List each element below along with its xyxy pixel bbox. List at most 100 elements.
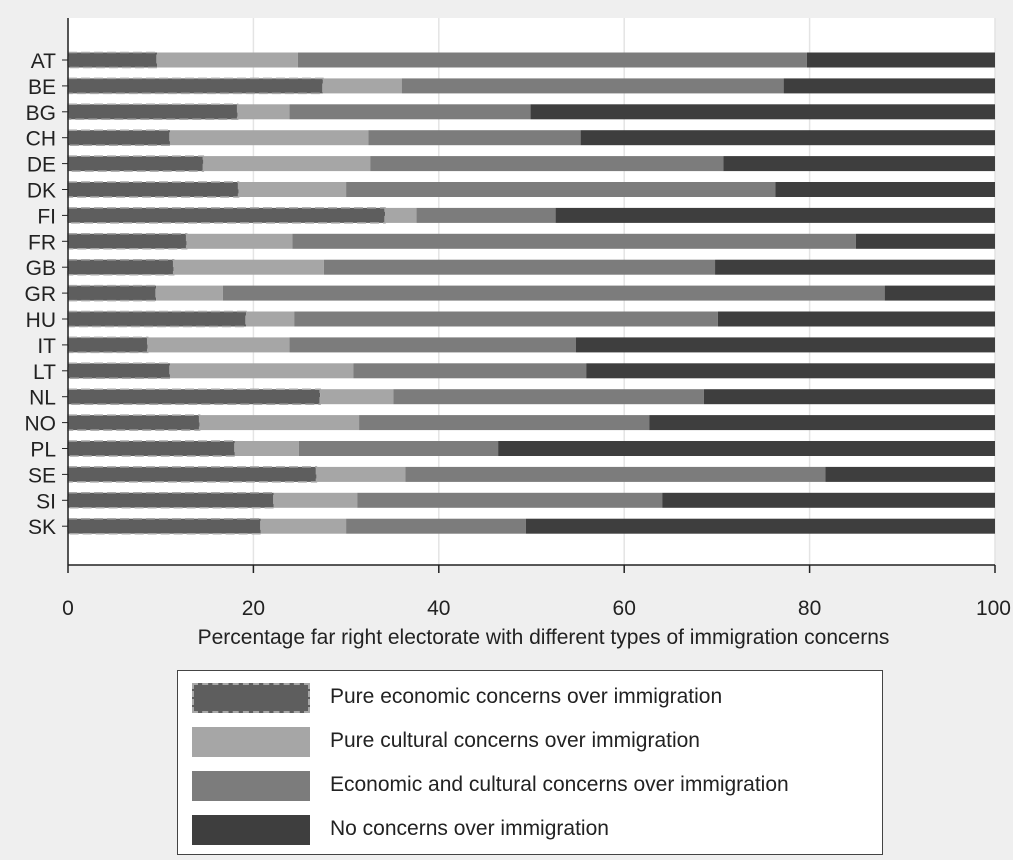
- bar-segment: [67, 77, 324, 95]
- bar-segment: [234, 441, 299, 456]
- bar-segment: [67, 258, 175, 276]
- bar-segment: [67, 129, 171, 146]
- y-tick-label: HU: [26, 309, 56, 332]
- bar-segment: [525, 518, 995, 534]
- bar-segment: [222, 285, 885, 301]
- bar-segment: [156, 52, 298, 68]
- legend-label: Pure economic concerns over immigration: [330, 685, 723, 708]
- bar-segment: [825, 466, 995, 482]
- bar-segment: [67, 466, 318, 483]
- bar-segment: [586, 363, 995, 379]
- bar-segment: [575, 337, 995, 353]
- y-tick-label: DK: [27, 180, 56, 203]
- bar-segment: [723, 156, 995, 172]
- bar-segment: [775, 182, 995, 197]
- legend-item-pure-cultural: Pure cultural concerns over immigration: [192, 727, 872, 757]
- bar-segment: [67, 207, 386, 224]
- x-tick-label: 40: [427, 597, 450, 620]
- bar-segment: [289, 104, 531, 120]
- y-tick-label: BG: [26, 102, 56, 125]
- x-axis-title: Percentage far right electorate with dif…: [198, 626, 890, 649]
- y-tick-label: SK: [28, 516, 56, 539]
- y-tick-label: GR: [25, 283, 57, 306]
- x-tick-label: 80: [798, 597, 821, 620]
- y-tick-label: NO: [25, 413, 57, 436]
- bar-segment: [67, 284, 157, 302]
- bar-segment: [67, 388, 321, 405]
- bar-segment: [649, 415, 995, 431]
- bar-segment: [498, 441, 995, 456]
- bar-segment: [67, 362, 171, 380]
- bar-segment: [806, 52, 995, 68]
- bar-segment: [884, 285, 995, 301]
- y-tick-label: DE: [27, 154, 56, 177]
- bar-segment: [260, 518, 347, 534]
- bar-segment: [530, 104, 995, 120]
- bar-segment: [416, 207, 556, 223]
- bar-segment: [703, 389, 995, 405]
- bar-segment: [156, 285, 223, 301]
- bar-segment: [67, 310, 247, 328]
- bar-segment: [67, 233, 188, 250]
- bar-segment: [173, 259, 324, 275]
- bar-segment: [359, 415, 650, 431]
- y-tick-label: AT: [31, 50, 56, 73]
- bar-segment: [294, 311, 718, 327]
- bar-segment: [238, 182, 347, 197]
- x-tick-label: 20: [242, 597, 265, 620]
- legend-label: No concerns over immigration: [330, 817, 609, 840]
- bar-segment: [169, 130, 369, 146]
- bar-segment: [67, 181, 240, 198]
- y-tick-label: IT: [37, 335, 56, 358]
- bar-segment: [67, 51, 158, 69]
- bar-segment: [292, 233, 856, 249]
- bar-segment: [186, 233, 293, 249]
- bar-segment: [783, 78, 995, 94]
- y-tick-label: SE: [28, 464, 56, 487]
- bar-segment: [237, 104, 290, 120]
- bar-segment: [67, 103, 239, 121]
- y-tick-label: LT: [33, 361, 56, 384]
- bar-segment: [289, 337, 576, 353]
- bar-segment: [346, 518, 526, 534]
- bar-segment: [245, 311, 295, 327]
- y-tick-label: NL: [29, 387, 56, 410]
- y-tick-label: GB: [26, 257, 56, 280]
- bar-segment: [320, 389, 394, 405]
- bar-segment: [298, 441, 499, 456]
- bar-segment: [353, 363, 587, 379]
- bar-segment: [346, 182, 776, 197]
- bar-segment: [67, 492, 275, 509]
- bar-segment: [322, 78, 402, 94]
- x-tick-label: 100: [976, 597, 1011, 620]
- bar-segment: [405, 466, 826, 482]
- bar-segment: [273, 492, 358, 508]
- bar-segment: [147, 337, 290, 353]
- x-tick-label: 60: [613, 597, 636, 620]
- y-tick-label: FR: [28, 231, 56, 254]
- y-tick-label: FI: [37, 205, 56, 228]
- bar-segment: [401, 78, 784, 94]
- bar-segment: [715, 259, 995, 275]
- legend-label: Economic and cultural concerns over immi…: [330, 773, 789, 796]
- legend-swatch-no-concerns: [192, 815, 310, 845]
- bar-segment: [717, 311, 995, 327]
- bar-segment: [580, 130, 995, 146]
- legend-label: Pure cultural concerns over immigration: [330, 729, 700, 752]
- bar-segment: [67, 155, 205, 172]
- bar-segment: [316, 466, 406, 482]
- y-tick-label: CH: [26, 128, 56, 151]
- bar-segment: [357, 492, 663, 508]
- bar-segment: [67, 440, 236, 457]
- bar-segment: [662, 492, 995, 508]
- bar-segment: [169, 363, 354, 379]
- bar-segment: [199, 415, 360, 431]
- legend-swatch-economic-and-cultural: [192, 771, 310, 801]
- legend-item-no-concerns: No concerns over immigration: [192, 815, 872, 845]
- bar-segment: [855, 233, 995, 249]
- y-tick-label: BE: [28, 76, 56, 99]
- bar-segment: [297, 52, 807, 68]
- legend-item-economic-and-cultural: Economic and cultural concerns over immi…: [192, 771, 872, 801]
- legend-swatch-pure-cultural: [192, 727, 310, 757]
